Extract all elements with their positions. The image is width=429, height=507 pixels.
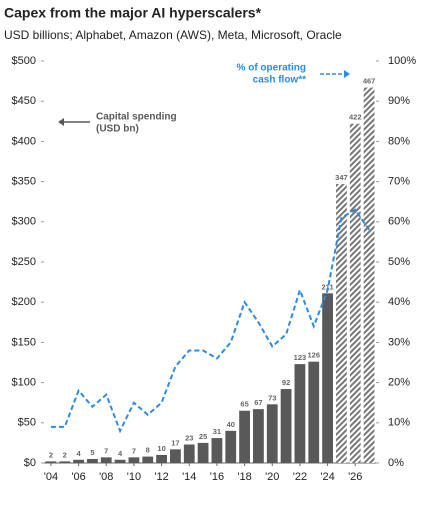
value-label: 2 [63,450,67,459]
y-tick-label: $100 [12,377,36,389]
bar [197,442,209,463]
y2-tick-label: 80% [388,135,410,147]
value-label: 4 [76,449,81,458]
x-tick-label: '04 [44,471,58,483]
value-label: 422 [349,113,362,122]
x-tick-label: '12 [154,471,168,483]
bar [114,459,126,463]
x-tick-label: '10 [127,471,141,483]
value-label: 65 [240,400,248,409]
value-label: 25 [199,432,207,441]
bar [87,458,98,463]
bar [280,389,292,463]
y2-tick-label: 40% [388,296,410,308]
x-tick-label: '26 [348,471,362,483]
value-label: 67 [254,398,262,407]
annotation: Capital spending [96,112,177,123]
value-label: 8 [146,446,150,455]
annotation: (USD bn) [96,124,139,135]
y-tick-label: $400 [12,135,36,147]
bar [73,459,84,463]
bar [239,410,250,463]
value-label: 31 [213,427,221,436]
y-tick-label: $250 [12,256,36,268]
value-label: 347 [335,173,348,182]
bar [322,293,333,463]
x-tick-label: '20 [265,471,279,483]
chart-subtitle: USD billions; Alphabet, Amazon (AWS), Me… [4,28,342,42]
value-label: 123 [294,353,307,362]
y2-tick-label: 60% [388,216,410,228]
x-tick-label: '08 [99,471,113,483]
value-label: 10 [157,444,165,453]
bar [142,456,154,463]
y-tick-label: $0 [24,457,36,469]
value-label: 4 [118,449,123,458]
y2-tick-label: 0% [388,457,404,469]
bar [59,461,71,463]
y-tick-label: $200 [12,296,36,308]
value-label: 92 [282,378,290,387]
bar [253,409,264,463]
annotation: cash flow** [253,75,306,86]
x-tick-label: '14 [182,471,196,483]
value-label: 126 [307,351,320,360]
value-label: 5 [90,448,94,457]
annotation-arrowhead [58,118,64,126]
y2-tick-label: 10% [388,417,410,429]
value-label: 467 [363,77,376,86]
y2-tick-label: 90% [388,95,410,107]
bar [336,184,347,463]
bar [266,404,278,463]
bar [225,430,237,463]
x-tick-label: '24 [320,471,334,483]
value-label: 17 [171,438,179,447]
chart-title: Capex from the major AI hyperscalers* [4,5,262,21]
y2-tick-label: 70% [388,176,410,188]
bar [308,361,320,463]
bar [349,123,361,463]
value-label: 2 [49,450,53,459]
bar [183,444,195,463]
bar [211,438,223,463]
y2-tick-label: 100% [388,55,416,67]
bar [294,364,306,463]
value-label: 7 [104,446,108,455]
bar [128,457,140,463]
y2-tick-label: 30% [388,336,410,348]
y-tick-label: $300 [12,216,36,228]
x-tick-label: '18 [237,471,251,483]
line [50,208,370,434]
bar [45,461,57,463]
y-tick-label: $450 [12,95,36,107]
y2-tick-label: 20% [388,377,410,389]
value-label: 211 [322,282,334,291]
y-tick-label: $500 [12,55,36,67]
x-tick-label: '16 [210,471,224,483]
y2-tick-label: 50% [388,256,410,268]
y-tick-label: $150 [12,336,36,348]
bar [363,87,375,464]
annotation: % of operating [237,63,306,74]
bar [100,457,112,463]
bar [170,449,181,463]
value-label: 23 [185,433,193,442]
annotation-arrowhead [344,70,350,78]
value-label: 73 [268,393,276,402]
x-tick-label: '06 [71,471,85,483]
y-tick-label: $350 [12,176,36,188]
value-label: 7 [132,446,136,455]
bar [156,454,167,463]
x-tick-label: '22 [293,471,307,483]
value-label: 40 [227,420,235,429]
y-tick-label: $50 [18,417,36,429]
